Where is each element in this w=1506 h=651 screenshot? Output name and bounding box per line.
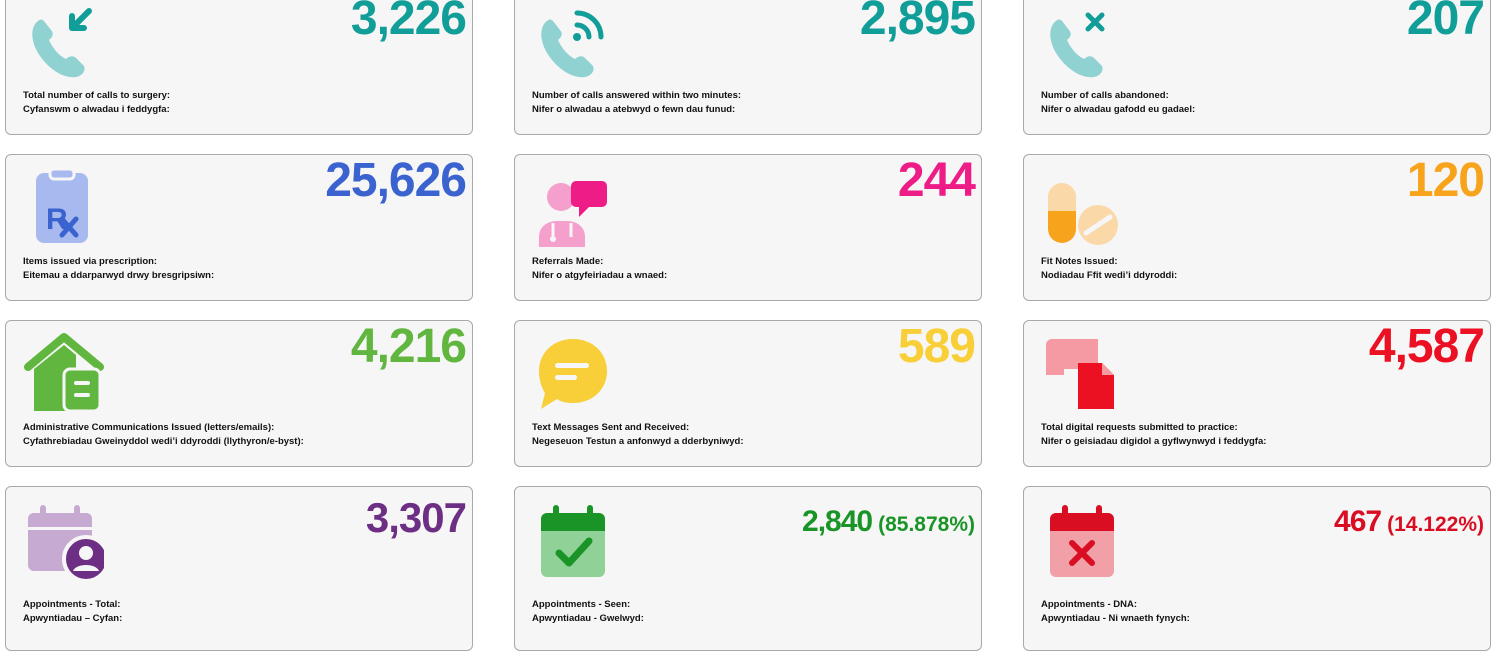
referrals-label-cy: Nifer o atgyfeiriadau a wnaed: (532, 270, 668, 281)
pills-icon (1048, 183, 1118, 245)
appointments-total-label-cy: Apwyntiadau – Cyfan: (23, 613, 123, 624)
calls-abandoned-label-en: Number of calls abandoned: (1041, 90, 1169, 101)
calls-abandoned-labels: Number of calls abandoned: Nifer o alwad… (1041, 89, 1195, 117)
calls-total-label-en: Total number of calls to surgery: (23, 90, 171, 101)
stat-card-appointments-dna: 467 (14.122%) Appointments - DNA: Apwynti… (1023, 486, 1491, 651)
digital-requests-value: 4,587 (1368, 320, 1485, 373)
text-messages-label-en: Text Messages Sent and Received: (532, 422, 690, 433)
fit-notes-labels: Fit Notes Issued: Nodiadau Ffit wedi’i d… (1041, 255, 1177, 283)
calls-answered-value: 2,895 (859, 0, 976, 45)
digital-requests-labels: Total digital requests submitted to prac… (1041, 421, 1266, 449)
calls-total-value: 3,226 (350, 0, 467, 45)
stat-card-admin-comms: 4,216 Administrative Communications Issu… (5, 320, 473, 467)
stat-card-digital-requests: 4,587 Total digital requests submitted t… (1023, 320, 1491, 467)
appointments-seen-label-cy: Apwyntiadau - Gwelwyd: (532, 613, 644, 624)
appointments-seen-label-en: Appointments - Seen: (532, 599, 631, 610)
admin-comms-label-en: Administrative Communications Issued (le… (23, 422, 275, 433)
prescriptions-label-en: Items issued via prescription: (23, 256, 158, 267)
appointments-dna-labels: Appointments - DNA: Apwyntiadau - Ni wna… (1041, 598, 1190, 626)
stat-card-appointments-total: 3,307 Appointments - Total: Apwyntiadau … (5, 486, 473, 651)
svg-text:R: R (46, 203, 68, 236)
appointments-dna-label-cy: Apwyntiadau - Ni wnaeth fynych: (1041, 613, 1190, 624)
appointments-total-labels: Appointments - Total: Apwyntiadau – Cyfa… (23, 598, 122, 626)
device-document-icon (1046, 339, 1114, 409)
house-mail-icon (24, 333, 104, 413)
text-messages-label-cy: Negeseuon Testun a anfonwyd a dderbyniwy… (532, 436, 744, 447)
fit-notes-value: 120 (1406, 154, 1485, 207)
fit-notes-label-cy: Nodiadau Ffit wedi’i ddyroddi: (1041, 270, 1178, 281)
calls-answered-label-cy: Nifer o alwadau a atebwyd o fewn dau fun… (532, 104, 736, 115)
calls-answered-label-en: Number of calls answered within two minu… (532, 90, 742, 101)
text-messages-labels: Text Messages Sent and Received: Negeseu… (532, 421, 744, 449)
digital-requests-label-cy: Nifer o geisiadau digidol a gyflwynwyd i… (1041, 436, 1267, 447)
phone-missed-icon (1050, 12, 1105, 78)
stat-card-fit-notes: 120 Fit Notes Issued: Nodiadau Ffit wedi… (1023, 154, 1491, 301)
appointments-seen-count: 2,840 (802, 505, 873, 538)
admin-comms-value: 4,216 (350, 320, 467, 373)
appointments-dna-label-en: Appointments - DNA: (1041, 599, 1138, 610)
text-messages-value: 589 (897, 320, 976, 373)
calls-abandoned-value: 207 (1406, 0, 1485, 45)
stat-card-text-messages: 589 Text Messages Sent and Received: Neg… (514, 320, 982, 467)
appointments-seen-percent: (85.878%) (878, 513, 975, 536)
referrals-labels: Referrals Made: Nifer o atgyfeiriadau a … (532, 255, 667, 283)
phone-incoming-icon (32, 8, 92, 78)
fit-notes-label-en: Fit Notes Issued: (1041, 256, 1118, 267)
prescription-clipboard-icon: R (36, 167, 88, 243)
admin-comms-label-cy: Cyfathrebiadau Gweinyddol wedi’i ddyrodd… (23, 436, 304, 447)
stat-card-referrals: 244 Referrals Made: Nifer o atgyfeiriada… (514, 154, 982, 301)
prescriptions-labels: Items issued via prescription: Eitemau a… (23, 255, 214, 283)
referrals-label-en: Referrals Made: (532, 256, 604, 267)
stat-card-prescriptions: R 25,626 Items issued via prescription: … (5, 154, 473, 301)
calls-total-label-cy: Cyfanswm o alwadau i feddygfa: (23, 104, 170, 115)
calendar-check-icon (541, 505, 605, 577)
calendar-user-icon (28, 505, 104, 581)
appointments-total-value: 3,307 (365, 494, 467, 541)
admin-comms-labels: Administrative Communications Issued (le… (23, 421, 304, 449)
digital-requests-label-en: Total digital requests submitted to prac… (1041, 422, 1238, 433)
stat-card-calls-answered: 2,895 Number of calls answered within tw… (514, 0, 982, 135)
calendar-x-icon (1050, 505, 1114, 577)
doctor-chat-icon (539, 181, 607, 247)
calls-abandoned-label-cy: Nifer o alwadau gafodd eu gadael: (1041, 104, 1196, 115)
prescriptions-label-cy: Eitemau a ddarparwyd drwy bresgripsiwn: (23, 270, 215, 281)
appointments-seen-labels: Appointments - Seen: Apwyntiadau - Gwelw… (532, 598, 644, 626)
calls-answered-labels: Number of calls answered within two minu… (532, 89, 741, 117)
stat-card-calls-abandoned: 207 Number of calls abandoned: Nifer o a… (1023, 0, 1491, 135)
appointments-dna-value: 467 (14.122%) (1334, 507, 1484, 537)
calls-total-labels: Total number of calls to surgery: Cyfans… (23, 89, 170, 117)
stat-card-appointments-seen: 2,840 (85.878%) Appointments - Seen: Apwy… (514, 486, 982, 651)
referrals-value: 244 (897, 154, 976, 207)
appointments-total-label-en: Appointments - Total: (23, 599, 121, 610)
stat-card-calls-total: 3,226 Total number of calls to surgery: … (5, 0, 473, 135)
chat-bubble-icon (539, 339, 607, 409)
prescriptions-value: 25,626 (325, 154, 467, 207)
phone-ringing-icon (541, 10, 604, 78)
appointments-dna-count: 467 (1334, 505, 1382, 538)
appointments-seen-value: 2,840 (85.878%) (802, 507, 975, 537)
appointments-dna-percent: (14.122%) (1387, 513, 1484, 536)
